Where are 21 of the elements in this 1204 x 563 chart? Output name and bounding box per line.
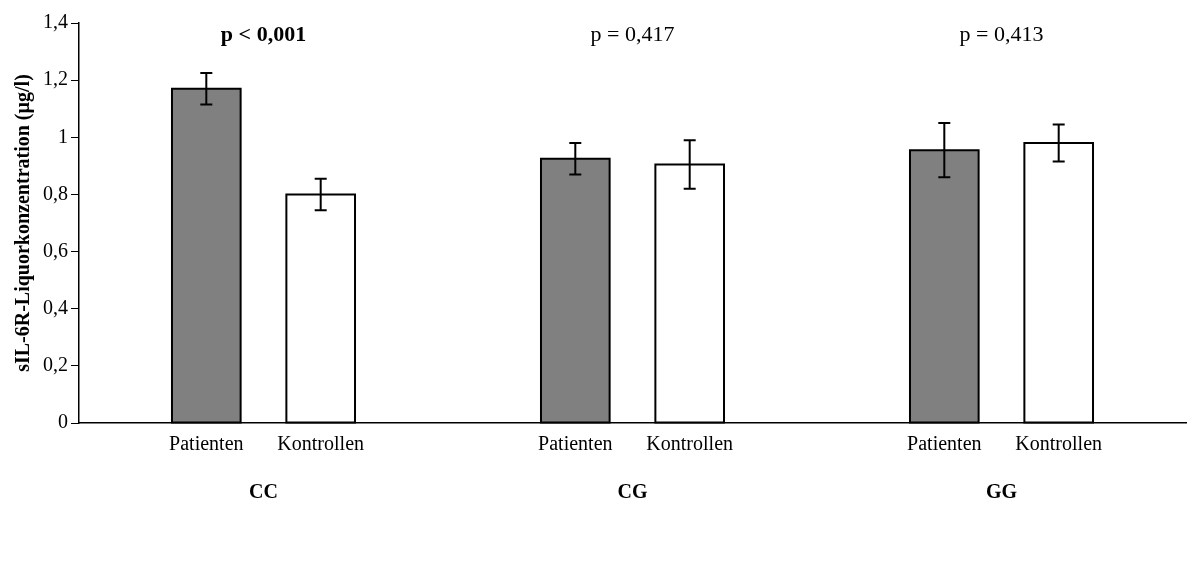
text: Kontrollen	[646, 432, 734, 455]
annotation: p = 0,417	[590, 20, 675, 46]
x-tick-label: CG	[617, 480, 648, 503]
series-label: Kontrollen	[277, 432, 365, 455]
text: Patienten	[169, 432, 244, 455]
y-tick-label: 0,2	[43, 353, 68, 376]
x-tick-label: CC	[249, 480, 278, 503]
text: Kontrollen	[1015, 432, 1103, 455]
y-tick-label: 1	[58, 124, 68, 147]
y-tick-label: 0	[58, 410, 68, 433]
annotation: p = 0,413	[959, 20, 1044, 46]
x-tick-label: GG	[985, 480, 1018, 503]
text: Patienten	[907, 432, 982, 455]
y-tick-label: 0,8	[43, 181, 68, 204]
y-tick-label: 1,4	[43, 10, 68, 33]
y-tick-label: 0,6	[43, 238, 68, 261]
y-tick-label: 0,4	[43, 295, 68, 318]
series-label: Patienten	[538, 432, 613, 455]
y-tick-label: 1,2	[43, 67, 68, 90]
y-axis-title: sIL-6R-Liquorkonzentration (µg/l)	[11, 74, 35, 372]
annotation: p < 0,001	[220, 20, 307, 46]
